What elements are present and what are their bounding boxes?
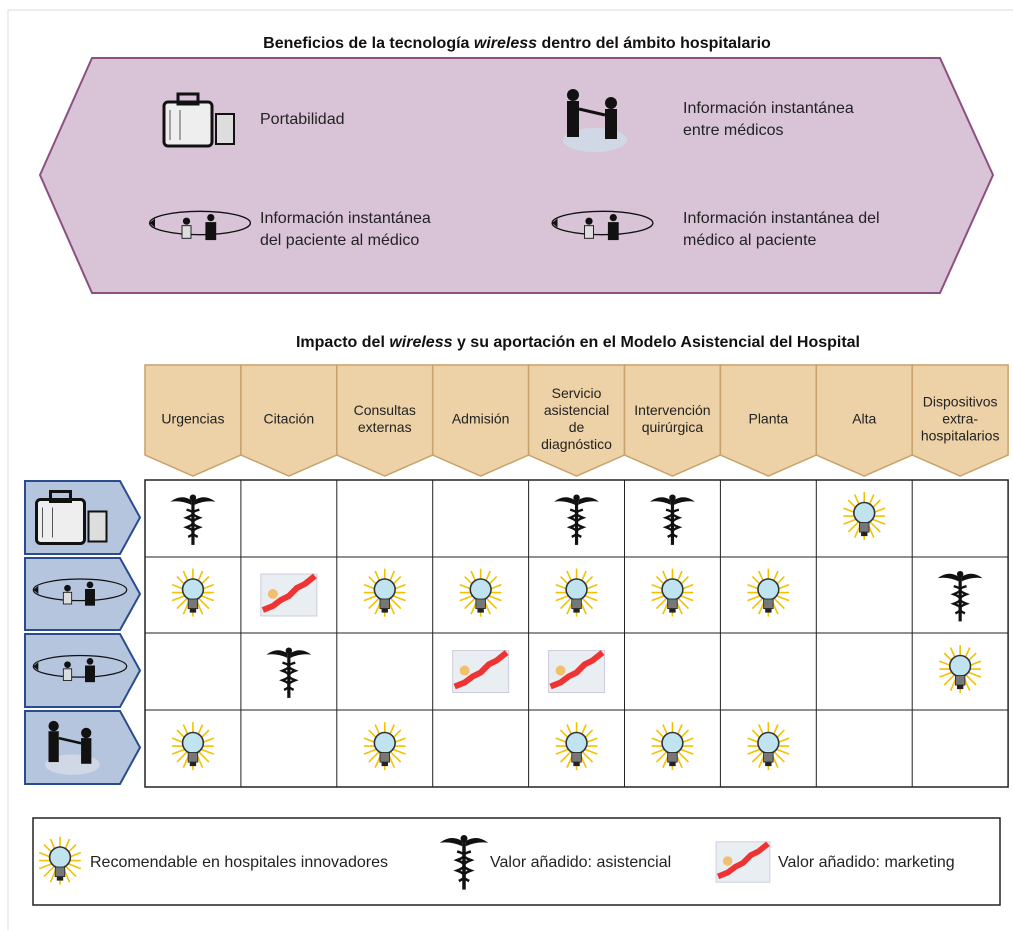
cell-icon [938, 644, 982, 694]
column-label: Intervención [634, 402, 710, 418]
legend-box [32, 817, 1001, 906]
cell-icon [648, 493, 697, 547]
cell-icon [746, 567, 791, 618]
cell-icon [549, 651, 605, 693]
column-label: extra- [942, 411, 978, 427]
column-header [719, 364, 818, 477]
cell-icon [453, 651, 509, 693]
column-label: quirúrgica [642, 419, 704, 435]
cell-icon [363, 721, 407, 771]
cell-icon [650, 721, 695, 771]
column-label: de [569, 419, 585, 435]
column-label: hospitalarios [921, 428, 1000, 444]
benefit-label: entre médicos [683, 122, 784, 139]
cell-icon [746, 721, 791, 771]
column-label: diagnóstico [541, 436, 612, 452]
benefits: Portabilidad Información instantánea entre… [260, 100, 880, 249]
benefit-label: médico al paciente [683, 232, 817, 249]
benefits-panel [38, 57, 995, 294]
column-label: Servicio [552, 385, 602, 401]
title-part: Beneficios de la tecnología [263, 35, 474, 52]
legend-icon [716, 842, 770, 882]
row-header [24, 633, 142, 708]
title-part: y su aportación en el Modelo Asistencial… [453, 334, 861, 351]
benefit-label: Información instantánea [683, 100, 854, 117]
cell-icon [650, 567, 695, 618]
benefit-label: Información instantánea del [683, 210, 880, 227]
cell-icon [936, 569, 984, 623]
column-header [911, 364, 1009, 477]
column-header [240, 364, 338, 477]
column-header [144, 364, 242, 477]
column-header [431, 364, 530, 477]
cell-icon [171, 567, 215, 618]
title-part: Impacto del [296, 334, 389, 351]
column-label: Consultas [354, 402, 416, 418]
column-header [623, 364, 722, 477]
column-header [527, 364, 626, 477]
cell-icon [265, 646, 313, 700]
legend-label: Recomendable en hospitales innovadores [90, 854, 388, 871]
column-label: externas [358, 419, 412, 435]
column-label: Citación [264, 411, 315, 427]
column-label: Alta [852, 411, 876, 427]
title: Beneficios de la tecnología wireless den… [263, 35, 771, 52]
cell-icon [169, 493, 217, 547]
title-part: wireless [389, 334, 452, 351]
column-label: Dispositivos [923, 394, 998, 410]
column-header [336, 364, 434, 477]
column-label: Admisión [452, 411, 510, 427]
cell-icon [842, 491, 886, 541]
column-label: asistencial [544, 402, 609, 418]
benefit-label: Información instantánea [260, 210, 431, 227]
cell-icon [554, 721, 599, 771]
cell-icon [458, 567, 503, 618]
benefit-label: Portabilidad [260, 111, 345, 128]
cell-icon [363, 567, 407, 618]
grid-title: Impacto del wireless y su aportación en … [296, 334, 860, 351]
cell-icon [552, 493, 601, 547]
row-header [24, 557, 142, 631]
cell-icon [261, 574, 317, 616]
legend-label: Valor añadido: asistencial [490, 854, 671, 871]
column-label: Planta [748, 411, 788, 427]
title-part: wireless [474, 35, 537, 52]
legend-label: Valor añadido: marketing [778, 854, 955, 871]
benefit-label: del paciente al médico [260, 232, 419, 249]
cell-icon [554, 567, 599, 618]
column-label: Urgencias [161, 411, 224, 427]
column-header [815, 364, 913, 477]
cell-icon [171, 721, 215, 771]
title-part: dentro del ámbito hospitalario [537, 35, 771, 52]
